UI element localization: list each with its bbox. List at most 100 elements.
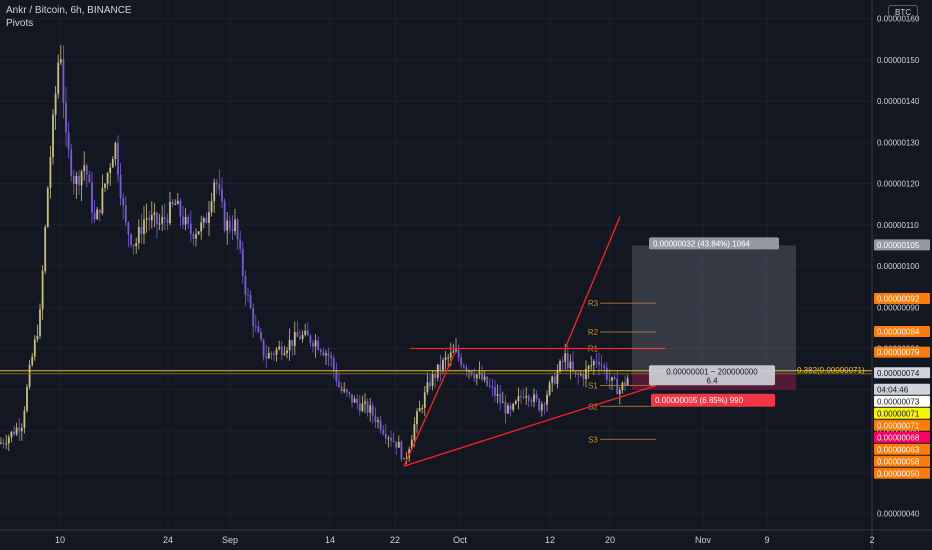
candle-body: [20, 427, 23, 432]
candle-body: [566, 353, 569, 369]
candle-body: [148, 218, 151, 221]
candle-body: [481, 372, 483, 380]
candle-body: [215, 182, 218, 185]
candle-body: [36, 335, 39, 340]
candle-body: [358, 403, 361, 412]
position-info-line2: 6.4: [706, 376, 718, 385]
candle-body: [75, 175, 78, 184]
candle-body: [553, 376, 556, 384]
candle-body: [559, 361, 561, 372]
y-tick-label: 0.00000140: [877, 97, 920, 106]
candle-body: [78, 175, 80, 186]
candle-body: [0, 442, 2, 444]
candle-body: [18, 427, 21, 432]
candle-body: [603, 365, 606, 368]
candle-body: [257, 326, 260, 333]
candle-body: [26, 386, 28, 411]
candle-body: [371, 405, 374, 416]
price-badge: [874, 239, 930, 251]
price-badge-text: 0.00000074: [877, 369, 920, 378]
candle-body: [67, 132, 70, 150]
candle-body: [283, 353, 286, 355]
candle-body: [241, 248, 244, 276]
candle-body: [189, 223, 192, 235]
time-axis[interactable]: 10 24 Sep 14 22 Oct 12 20 Nov 9 2: [0, 529, 932, 545]
pivot-label: S3: [588, 435, 598, 444]
price-badge: [874, 326, 930, 338]
candle-body: [499, 394, 502, 403]
candle-body: [15, 427, 18, 435]
candle-body: [195, 234, 197, 239]
candle-body: [111, 158, 114, 168]
candle-body: [5, 443, 8, 445]
candle-body: [228, 220, 231, 229]
candle-body: [488, 385, 491, 387]
candle-body: [104, 183, 106, 188]
candle-body: [621, 382, 624, 391]
price-badge: [874, 419, 930, 431]
candle-body: [390, 437, 392, 441]
candle-body: [439, 364, 442, 370]
y-tick-label: 0.00000100: [877, 262, 920, 271]
candle-body: [171, 201, 174, 205]
candle-body: [208, 212, 210, 224]
candle-body: [442, 359, 444, 370]
candle-body: [296, 331, 299, 337]
candle-body: [210, 201, 213, 213]
trend-line-projection: [564, 216, 621, 349]
overlays: 0.382(0.00000071)R3R2R1S1S2S30.00000032 …: [0, 216, 872, 467]
trend-line-support: [403, 385, 657, 467]
price-badges: 0.00000105 0.00000092 0.00000084 0.00000079…: [874, 239, 930, 479]
candle-body: [72, 175, 75, 184]
candle-body: [184, 216, 187, 225]
candle-body: [309, 335, 312, 343]
candle-body: [91, 182, 93, 213]
candle-body: [109, 167, 112, 174]
candle-body: [538, 399, 541, 411]
candle-body: [364, 401, 366, 404]
candle-body: [548, 382, 551, 395]
candle-body: [226, 220, 229, 231]
candle-body: [319, 349, 322, 352]
candle-body: [291, 340, 294, 346]
candle-body: [101, 187, 104, 213]
candle-body: [41, 270, 44, 310]
candle-body: [330, 355, 333, 359]
currency-button[interactable]: BTC: [888, 5, 918, 21]
candle-body: [507, 405, 509, 414]
indicator-label[interactable]: Pivots: [6, 18, 34, 29]
candle-body: [608, 379, 611, 381]
candle-body: [52, 114, 54, 158]
candle-body: [13, 431, 15, 435]
candle-body: [213, 182, 216, 202]
candle-body: [509, 405, 512, 410]
grid: [0, 0, 873, 530]
price-badge-text: 0.00000058: [877, 457, 920, 466]
candle-body: [543, 404, 546, 406]
candle-body: [540, 404, 543, 411]
candle-body: [96, 209, 99, 220]
candle-body: [273, 353, 275, 355]
candle-body: [135, 243, 138, 247]
candle-body: [143, 219, 145, 234]
candle-body: [327, 353, 330, 356]
candle-body: [163, 217, 166, 220]
candle-body: [556, 371, 559, 384]
price-badge-text: 0.00000068: [877, 433, 920, 442]
candle-body: [457, 349, 460, 358]
x-tick-label: 14: [325, 535, 335, 545]
candle-body: [379, 420, 382, 431]
price-badge-text: 0.00000084: [877, 328, 920, 337]
candle-body: [249, 295, 252, 308]
position-stop-label-bg: [651, 393, 775, 407]
candle-body: [93, 212, 96, 220]
candle-body: [377, 420, 379, 423]
candle-body: [119, 174, 122, 199]
candle-body: [278, 346, 281, 350]
candle-body: [434, 373, 437, 378]
candle-body: [130, 234, 132, 245]
candle-body: [335, 369, 338, 382]
candle-body: [314, 340, 317, 347]
candle-body: [525, 396, 528, 398]
